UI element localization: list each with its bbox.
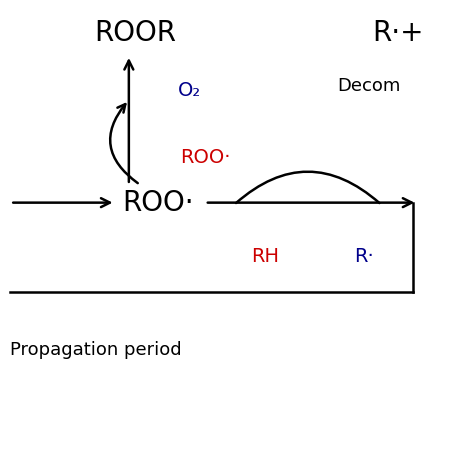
Text: ROO·: ROO· [122,189,194,216]
Text: Propagation period: Propagation period [10,341,182,359]
Text: O₂: O₂ [178,81,201,100]
Text: Decom: Decom [337,77,400,95]
Text: R·: R· [354,247,373,266]
Text: R·+: R·+ [373,19,424,47]
FancyArrowPatch shape [110,104,138,183]
Text: ROOR: ROOR [94,19,176,47]
FancyArrowPatch shape [236,171,379,203]
Text: ROO·: ROO· [180,148,231,167]
Text: RH: RH [251,247,279,266]
